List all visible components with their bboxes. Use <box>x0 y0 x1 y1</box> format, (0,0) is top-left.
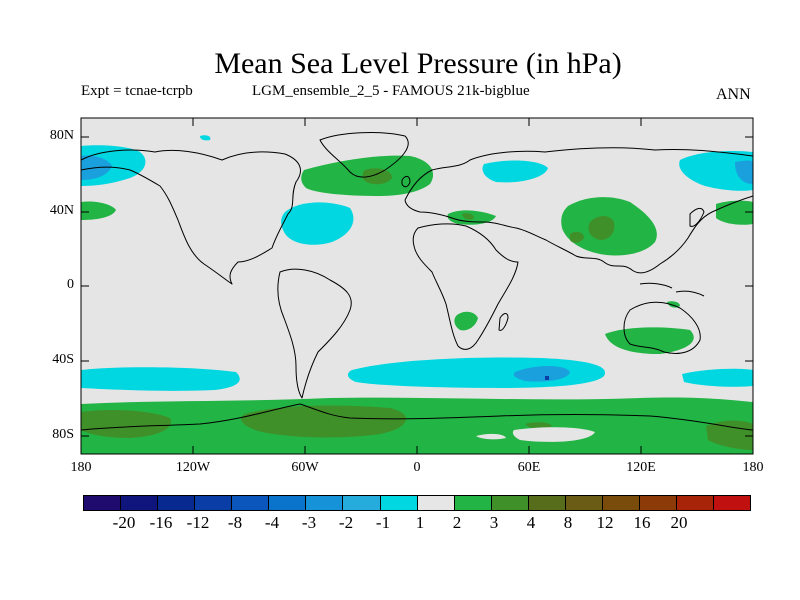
colorbar-cell <box>269 496 307 510</box>
lon-label-180e: 180 <box>742 460 764 475</box>
lat-label-40n: 40N <box>49 203 74 218</box>
southern-ocean-low-tasman <box>682 368 753 387</box>
southern-ocean-low-indian-dark <box>545 376 549 380</box>
coast-indonesia <box>639 282 705 297</box>
central-asia-high-core-2 <box>570 231 584 243</box>
run-label: LGM_ensemble_2_5 - FAMOUS 21k-bigblue <box>252 83 530 99</box>
southern-ocean-low-indian-core <box>513 366 570 382</box>
antarctic-high-core-2 <box>241 405 407 438</box>
colorbar-cell <box>232 496 270 510</box>
colorbar-label: 3 <box>489 513 499 532</box>
colorbar-label: -1 <box>375 513 391 532</box>
colorbar <box>83 495 751 511</box>
axis-ticks <box>81 118 753 454</box>
colorbar-cell <box>343 496 381 510</box>
colorbar-cell <box>195 496 233 510</box>
colorbar-label: 2 <box>452 513 462 532</box>
colorbar-cell <box>158 496 196 510</box>
antarctic-high-core-4 <box>525 422 552 429</box>
colorbar-label: 8 <box>563 513 573 532</box>
australia-high <box>605 327 694 354</box>
lat-label-0: 0 <box>67 277 74 292</box>
colorbar-label: 20 <box>670 513 688 532</box>
central-asia-high-core-1 <box>588 216 615 240</box>
colorbar-cell <box>714 496 751 510</box>
lon-label-60w: 60W <box>291 460 319 475</box>
colorbar-cell <box>528 496 566 510</box>
coast-uk <box>401 175 411 188</box>
east-siberia-low-core <box>735 160 753 184</box>
experiment-label: Expt = tcnae-tcrpb <box>81 83 193 99</box>
colorbar-cell <box>491 496 529 510</box>
antarctic-high-core-1 <box>81 410 171 438</box>
colorbar-label: 16 <box>633 513 651 532</box>
coast-antarctica <box>80 403 754 431</box>
colorbar-label: 12 <box>596 513 614 532</box>
east-siberia-low <box>679 150 753 191</box>
colorbar-cell <box>417 496 455 510</box>
lon-label-60e: 60E <box>517 460 541 475</box>
lon-label-180w: 180 <box>70 460 92 475</box>
colorbar-cell <box>121 496 159 510</box>
colorbar-label: -2 <box>338 513 354 532</box>
colorbar-cell <box>602 496 640 510</box>
colorbar-label: -20 <box>112 513 136 532</box>
coast-north-america <box>80 149 301 285</box>
colorbar-cell <box>454 496 492 510</box>
neutral-hole-2 <box>512 427 595 442</box>
colorbar-label: -8 <box>227 513 243 532</box>
colorbar-cell <box>677 496 715 510</box>
colorbar-cell <box>639 496 677 510</box>
antarctic-high-band <box>81 397 753 454</box>
plot-title: Mean Sea Level Pressure (in hPa) <box>214 47 622 80</box>
coastlines <box>80 132 754 431</box>
north-atlantic-high-core <box>362 168 392 185</box>
coast-japan <box>689 207 705 227</box>
colorbar-label: -16 <box>149 513 173 532</box>
colorbar-cell <box>84 496 122 510</box>
southern-africa-high <box>454 311 478 331</box>
north-pacific-high <box>81 201 116 220</box>
coast-greenland <box>319 132 409 178</box>
colorbar-label: -3 <box>301 513 317 532</box>
coast-south-america <box>277 268 352 399</box>
colorbar-label: 1 <box>415 513 425 532</box>
neutral-hole-1 <box>476 433 506 440</box>
colorbar-label: -12 <box>186 513 210 532</box>
siberia-low <box>482 160 548 183</box>
west-atlantic-low <box>281 202 354 245</box>
coast-madagascar <box>498 313 509 331</box>
lon-label-120e: 120E <box>626 460 656 475</box>
coast-eurasia <box>404 147 754 274</box>
southern-ocean-low-east-pacific <box>81 367 240 391</box>
colorbar-cell <box>565 496 603 510</box>
colorbar-cell <box>380 496 418 510</box>
colorbar-cell <box>306 496 344 510</box>
coast-australia <box>623 301 701 354</box>
anomaly-fields <box>81 135 753 454</box>
lon-label-0: 0 <box>413 460 421 475</box>
antarctic-high-core-3 <box>706 420 753 450</box>
lon-label-120w: 120W <box>175 460 211 475</box>
lat-label-80s: 80S <box>52 427 74 442</box>
colorbar-label: 4 <box>526 513 536 532</box>
lat-label-80n: 80N <box>49 128 74 143</box>
season-label: ANN <box>716 86 751 103</box>
lat-label-40s: 40S <box>52 352 74 367</box>
mediterranean-high-core <box>462 213 474 220</box>
colorbar-label: -4 <box>264 513 280 532</box>
coast-africa <box>412 223 519 350</box>
arctic-low-small <box>200 135 211 141</box>
